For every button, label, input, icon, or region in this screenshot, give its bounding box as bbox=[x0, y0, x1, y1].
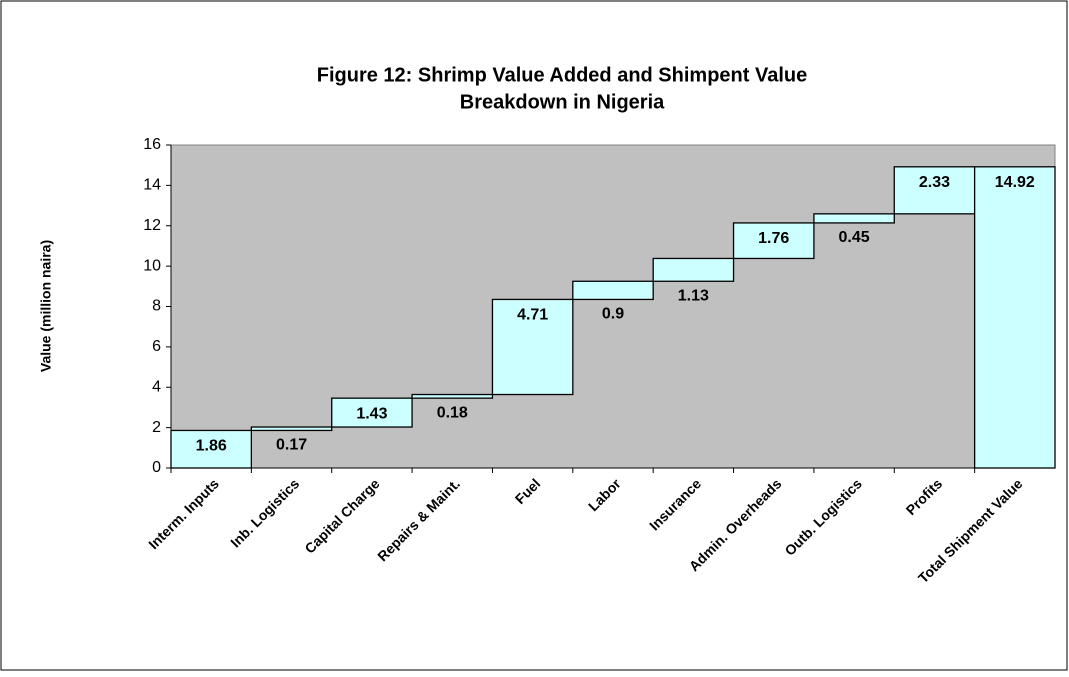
y-tick-label: 4 bbox=[152, 378, 161, 395]
data-label: 0.45 bbox=[839, 229, 870, 246]
data-label: 14.92 bbox=[995, 174, 1035, 191]
y-tick-label: 14 bbox=[143, 177, 161, 194]
bar bbox=[170, 429, 253, 469]
data-label: 1.76 bbox=[758, 230, 789, 247]
bar bbox=[652, 257, 735, 282]
y-tick-label: 16 bbox=[143, 136, 161, 153]
y-tick-label: 8 bbox=[152, 298, 161, 315]
bar bbox=[893, 166, 976, 215]
bar bbox=[491, 298, 574, 396]
data-label: 0.9 bbox=[602, 306, 624, 323]
data-label: 4.71 bbox=[517, 307, 548, 324]
data-label: 0.18 bbox=[437, 404, 468, 421]
bar bbox=[973, 166, 1056, 469]
bar bbox=[331, 397, 413, 428]
data-label: 2.33 bbox=[919, 174, 950, 191]
chart-title: Figure 12: Shrimp Value Added and Shimpe… bbox=[317, 64, 807, 86]
bar bbox=[411, 393, 494, 399]
chart-title: Breakdown in Nigeria bbox=[460, 91, 665, 113]
bar bbox=[572, 280, 654, 301]
data-label: 1.43 bbox=[356, 405, 387, 422]
y-axis-label: Value (million naira) bbox=[38, 240, 54, 372]
data-label: 1.13 bbox=[678, 287, 709, 304]
bar bbox=[813, 213, 895, 224]
y-tick-label: 10 bbox=[143, 257, 161, 274]
bar bbox=[250, 426, 333, 432]
data-label: 1.86 bbox=[196, 438, 227, 455]
y-tick-label: 12 bbox=[143, 217, 161, 234]
y-tick-label: 2 bbox=[152, 419, 161, 436]
bar bbox=[732, 222, 815, 260]
y-tick-label: 6 bbox=[152, 338, 161, 355]
data-label: 0.17 bbox=[276, 437, 307, 454]
y-tick-label: 0 bbox=[152, 459, 161, 476]
